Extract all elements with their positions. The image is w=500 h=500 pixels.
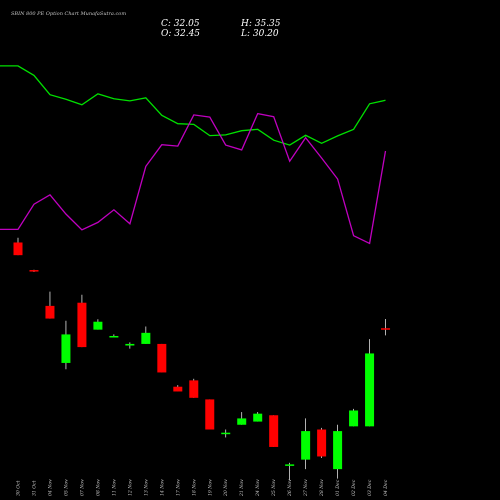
candle-body: [189, 380, 199, 398]
high-readout: H: 35.35: [240, 19, 281, 29]
lower-indicator-line: [0, 112, 387, 245]
candle: [125, 342, 135, 349]
candle: [301, 418, 311, 470]
candle: [93, 319, 103, 330]
candle: [173, 385, 183, 392]
x-tick-label: 17 Nov: [175, 479, 181, 496]
candle: [45, 291, 55, 319]
candle-body: [285, 464, 295, 466]
x-tick-label: 30 Oct: [16, 480, 22, 496]
candle-body: [93, 321, 103, 330]
x-tick-label: 27 Nov: [303, 479, 309, 497]
candle: [205, 399, 215, 430]
candle: [13, 237, 23, 256]
candle-body: [333, 431, 343, 470]
candle-body: [29, 270, 39, 272]
candle-body: [77, 302, 87, 348]
close-readout: C: 32.05: [161, 19, 200, 29]
x-tick-label: 25 Nov: [271, 479, 277, 497]
candle: [221, 429, 231, 438]
candle-body: [141, 332, 151, 344]
candle-body: [269, 415, 279, 447]
candle: [253, 412, 263, 422]
candle-body: [253, 413, 263, 422]
x-tick-label: 01 Dec: [335, 479, 341, 496]
x-tick-label: 12 Nov: [127, 479, 133, 496]
x-tick-label: 07 Nov: [79, 479, 85, 496]
candle-body: [317, 429, 327, 457]
candle: [61, 320, 71, 370]
candle-body: [349, 410, 359, 427]
x-tick-label: 11 Nov: [111, 479, 117, 496]
x-tick-label: 21 Nov: [239, 479, 245, 497]
candle-body: [221, 432, 231, 435]
candle: [77, 294, 87, 348]
low-readout: L: 30.20: [240, 29, 279, 39]
candle-body: [381, 328, 391, 330]
candle-body: [45, 305, 55, 319]
x-tick-label: 24 Nov: [255, 479, 261, 497]
x-tick-label: 19 Nov: [207, 479, 213, 496]
x-tick-label: 14 Nov: [159, 479, 165, 496]
x-tick-label: 31 Oct: [31, 480, 37, 496]
candle: [157, 343, 167, 373]
upper-indicator-line: [0, 65, 386, 146]
candle-body: [365, 353, 375, 427]
x-tick-label: 08 Nov: [95, 479, 101, 496]
candle-body: [205, 399, 215, 430]
x-tick-label: 26 Nov: [287, 479, 293, 497]
candle-body: [301, 431, 311, 460]
x-tick-label: 04 Nov: [47, 479, 53, 496]
open-readout: O: 32.45: [161, 29, 200, 39]
x-tick-label: 20 Nov: [223, 479, 229, 497]
candle-body: [237, 418, 247, 425]
x-tick-label: 03 Dec: [367, 479, 373, 496]
candle-body: [125, 343, 135, 346]
candle: [317, 427, 327, 459]
candle: [237, 412, 247, 425]
chart-title: SBIN 800 PE Option Chart MunafaSutra.com: [11, 11, 126, 17]
candle-body: [109, 336, 119, 338]
candle: [365, 339, 375, 427]
candle: [285, 462, 295, 481]
x-tick-label: 02 Dec: [351, 479, 357, 496]
candle-body: [61, 334, 71, 363]
indicator-lines: [0, 65, 387, 245]
candle: [109, 334, 119, 338]
candle: [141, 326, 151, 344]
x-axis-ticks: 30 Oct 31 Oct 04 Nov 05 Nov 07 Nov 08 Nov 11 N…: [16, 479, 390, 497]
candle-body: [173, 386, 183, 392]
x-tick-label: 13 Nov: [143, 479, 149, 496]
candles: [13, 237, 391, 481]
candle-body: [13, 242, 23, 256]
x-tick-label: 18 Nov: [191, 479, 197, 496]
candle: [381, 319, 391, 336]
x-tick-label: 28 Nov: [319, 479, 325, 497]
candle: [189, 378, 199, 398]
x-tick-label: 05 Nov: [63, 479, 69, 496]
candle: [29, 269, 39, 272]
candle: [333, 424, 343, 479]
candle: [269, 415, 279, 447]
candle: [349, 408, 359, 427]
candle-body: [157, 343, 167, 373]
x-tick-label: 04 Dec: [383, 479, 389, 496]
